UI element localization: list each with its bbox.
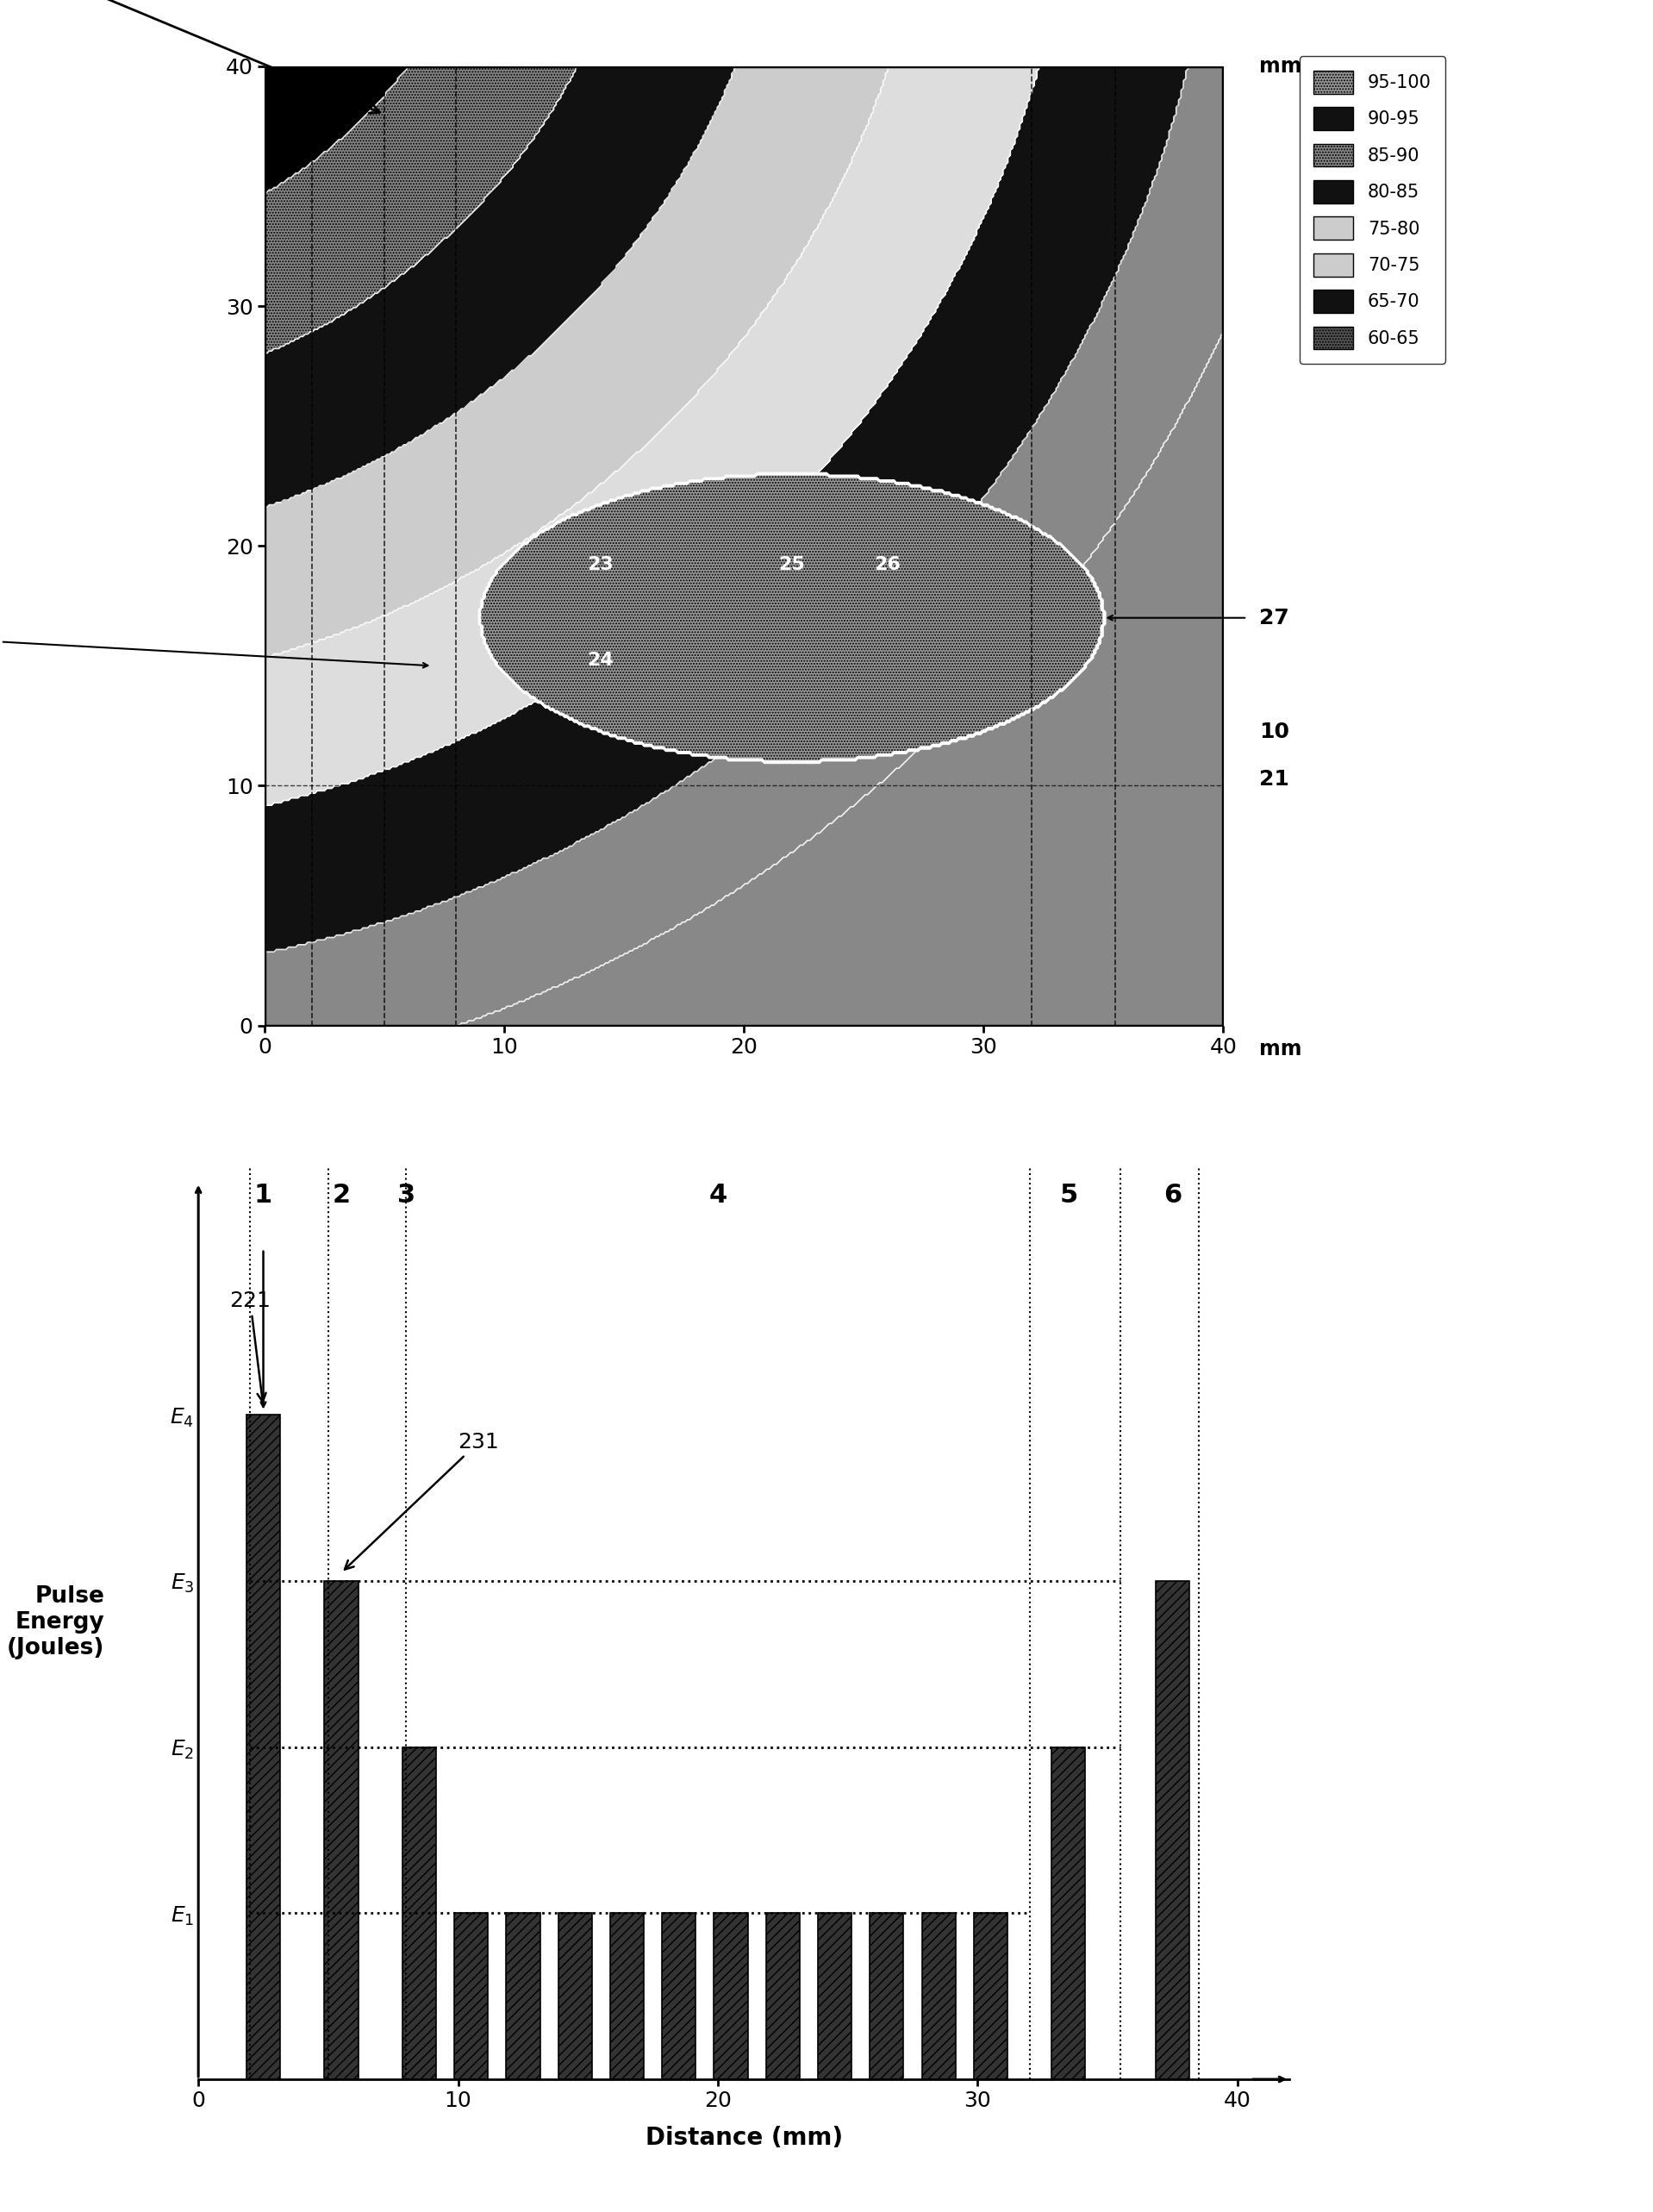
Bar	[714, 1913, 747, 2079]
Text: 231: 231	[345, 1431, 499, 1571]
Bar	[765, 1913, 800, 2079]
Text: 5: 5	[1060, 1183, 1078, 1208]
Bar	[1155, 1582, 1190, 2079]
Bar	[506, 1913, 541, 2079]
Text: 10: 10	[1260, 721, 1289, 741]
Bar	[869, 1913, 904, 2079]
Text: 27: 27	[1260, 608, 1289, 628]
Text: 20: 20	[0, 0, 380, 113]
Bar	[661, 1913, 696, 2079]
Text: 2: 2	[332, 1183, 350, 1208]
Text: 3: 3	[397, 1183, 415, 1208]
Bar	[559, 1913, 592, 2079]
Text: 24: 24	[587, 653, 613, 670]
Text: mm: mm	[1260, 1040, 1303, 1060]
Text: 1: 1	[255, 1183, 273, 1208]
Bar	[1051, 1747, 1086, 2079]
X-axis label: Distance (mm): Distance (mm)	[645, 2126, 843, 2150]
Bar	[455, 1913, 488, 2079]
Text: 6: 6	[1164, 1183, 1182, 1208]
Y-axis label: Pulse
Energy
(Joules): Pulse Energy (Joules)	[7, 1586, 104, 1659]
Legend: 95-100, 90-95, 85-90, 80-85, 75-80, 70-75, 65-70, 60-65: 95-100, 90-95, 85-90, 80-85, 75-80, 70-7…	[1299, 55, 1446, 363]
Text: 4: 4	[709, 1183, 727, 1208]
Text: mm: mm	[1260, 55, 1303, 77]
Text: 21: 21	[1260, 770, 1289, 790]
Bar	[610, 1913, 643, 2079]
Text: 25: 25	[779, 555, 805, 573]
Bar	[818, 1913, 851, 2079]
Bar	[402, 1747, 436, 2079]
Text: 23: 23	[587, 555, 613, 573]
Bar	[974, 1913, 1008, 2079]
Text: 221: 221	[230, 1290, 271, 1402]
Bar	[246, 1416, 281, 2079]
Bar	[324, 1582, 359, 2079]
Text: 26: 26	[874, 555, 901, 573]
Bar	[922, 1913, 955, 2079]
